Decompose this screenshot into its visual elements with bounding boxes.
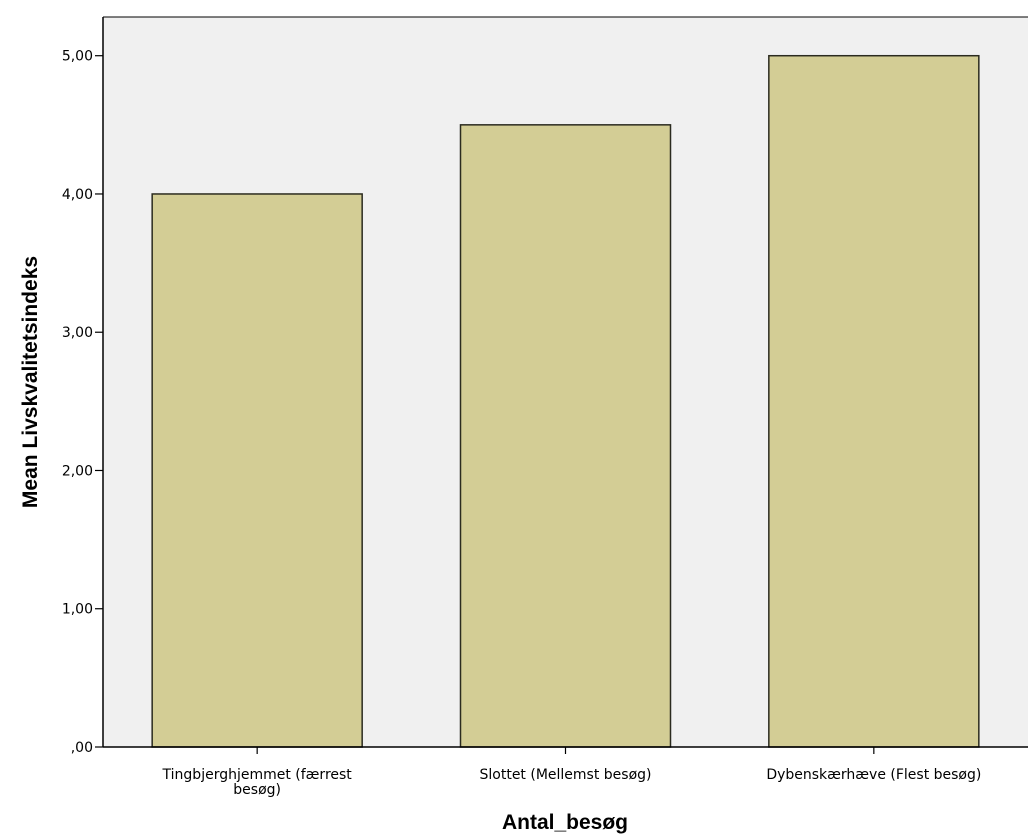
bar [151,193,363,748]
y-tick-label: 2,00 [62,463,93,479]
x-axis [103,16,1028,754]
y-tick-label: 4,00 [62,187,93,203]
bar [768,54,980,748]
y-tick-label: 5,00 [62,49,93,65]
x-tick-label: Tingbjerghjemmet (færrest besøg) [162,767,353,798]
y-axis-title: Mean Livskvalitetsindeks [19,256,42,508]
y-axis: ,00 1,00 2,00 3,00 4,00 5,00 [62,17,104,756]
x-tick-labels: Tingbjerghjemmet (færrest besøg) Slottet (… [162,767,982,798]
y-tick-label: 3,00 [62,325,93,341]
bar [459,124,672,748]
bars-group [151,54,980,748]
x-tick-label: Dybenskærhæve (Flest besøg) [766,767,981,783]
y-tick-label: 1,00 [62,602,93,618]
x-axis-title: Antal_besøg [502,811,628,834]
x-tick-label: Slottet (Mellemst besøg) [480,767,652,783]
y-tick-label: ,00 [71,740,93,756]
